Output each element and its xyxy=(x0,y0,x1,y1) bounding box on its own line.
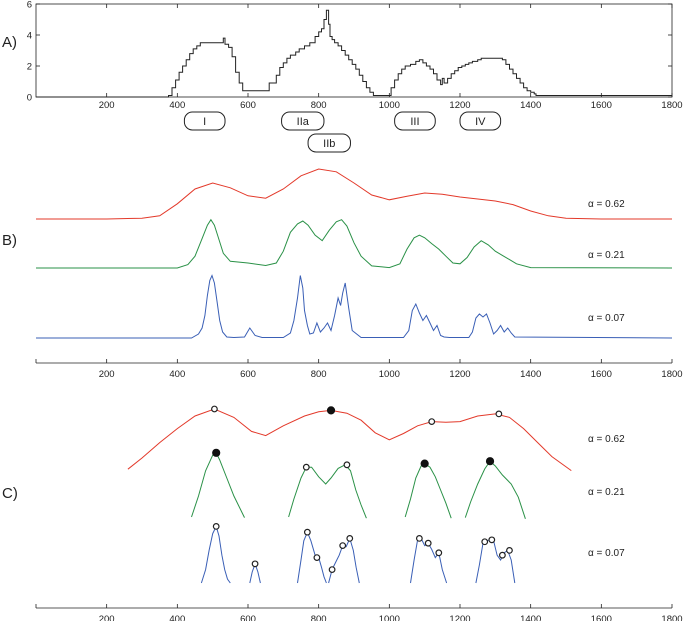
panel-c-series-label-1: α = 0.62 xyxy=(588,434,625,445)
panel-c-maximum-marker-open xyxy=(251,560,259,568)
panel-c-maximum-marker-open xyxy=(424,539,432,547)
region-i-label: I xyxy=(203,116,206,128)
panel-a-y-tick-label: 2 xyxy=(27,62,32,73)
panel-a-x-tick-label: 600 xyxy=(240,100,256,111)
region-iii-label: III xyxy=(410,116,419,128)
panel-c-maximum-marker-filled xyxy=(485,457,495,466)
panel-c-maximum-marker-open xyxy=(302,463,310,471)
panel-c-maximum-marker-open xyxy=(488,536,496,544)
panel-b: B) α = 0.62 α = 0.21 α = 0.07 200 400 600 800 10… xyxy=(2,168,683,380)
panel-c-maximum-marker-filled xyxy=(212,448,221,457)
panel-c-maximum-marker-open xyxy=(506,547,513,554)
panel-b-x-tick-label: 1200 xyxy=(449,369,470,380)
panel-b-x-tick-label: 1600 xyxy=(591,369,612,380)
panel-b-label: B) xyxy=(2,232,17,249)
panel-c-maximum-marker-open xyxy=(499,551,506,559)
panel-c-series-3-segment-1 xyxy=(200,525,231,584)
panel-c-maximum-marker-filled xyxy=(420,459,429,468)
panel-c-maximum-marker-open xyxy=(212,523,220,530)
panel-c-maximum-marker-open xyxy=(435,549,443,557)
panel-c-maximum-marker-open xyxy=(343,461,351,469)
panel-c-maximum-marker-open xyxy=(481,538,489,546)
panel-c-maximum-marker-open xyxy=(428,418,436,426)
region-iia-label: IIa xyxy=(297,116,310,128)
panel-c-x-tick-label: 1200 xyxy=(449,614,470,621)
panel-b-x-tick-label: 200 xyxy=(99,369,115,380)
panel-a-x-tick-label: 800 xyxy=(311,100,327,111)
panel-c-series-2-segment-1 xyxy=(191,452,245,518)
panel-c-maximum-marker-open xyxy=(303,528,311,536)
region-iv-pill xyxy=(459,111,502,131)
panel-c-x-tick-label: 800 xyxy=(311,614,327,621)
panel-c-x-tick-label: 1400 xyxy=(520,614,541,621)
panel-a-y-tick-label: 4 xyxy=(27,31,32,42)
panel-c-maximum-marker-filled xyxy=(326,406,336,415)
panel-c-maximum-marker-open xyxy=(328,566,336,573)
panel-c-series-2-segment-4 xyxy=(464,460,526,519)
panel-b-series-label-3: α = 0.07 xyxy=(588,313,625,324)
panel-c-series-label-3: α = 0.07 xyxy=(588,548,625,559)
panel-a-y-tick-label: 0 xyxy=(27,93,32,104)
panel-c-x-tick-label: 600 xyxy=(240,614,256,621)
panel-c-series-2-segment-2 xyxy=(288,464,367,519)
panel-b-x-tick-label: 1400 xyxy=(520,369,541,380)
panel-b-series-label-1: α = 0.62 xyxy=(588,199,625,210)
panel-b-x-tick-label: 800 xyxy=(311,369,327,380)
panel-a-x-tick-label: 1800 xyxy=(661,100,682,111)
panel-c-maximum-marker-open xyxy=(339,542,347,549)
panel-c-x-tick-label: 1800 xyxy=(661,614,682,621)
panel-b-series-label-2: α = 0.21 xyxy=(588,250,625,261)
panel-c-maximum-marker-open xyxy=(211,405,218,413)
panel-c-series-3-segment-6 xyxy=(475,539,516,584)
panel-a-x-tick-label: 1400 xyxy=(520,100,541,111)
region-iia-pill xyxy=(281,111,325,131)
panel-c-label: C) xyxy=(2,485,18,502)
panel-b-x-tick-label: 1800 xyxy=(661,369,682,380)
panel-b-x-tick-label: 1000 xyxy=(379,369,400,380)
panel-a-coverage-line xyxy=(36,9,673,98)
panel-a-x-tick-label: 1600 xyxy=(591,100,612,111)
panel-a-y-tick-label: 6 xyxy=(27,0,32,11)
panel-b-series-line-2 xyxy=(36,218,673,269)
panel-b-series-line-3 xyxy=(36,274,673,339)
panel-c-x-tick-label: 1600 xyxy=(591,614,612,621)
region-i-pill xyxy=(183,111,226,131)
panel-b-x-tick-label: 600 xyxy=(240,369,256,380)
panel-c-series-2-segment-3 xyxy=(404,462,452,519)
panel-c-maximum-marker-open xyxy=(495,410,503,418)
panel-c-series-label-2: α = 0.21 xyxy=(588,487,625,498)
region-iv-label: IV xyxy=(475,116,486,128)
panel-b-x-tick-label: 400 xyxy=(169,369,185,380)
region-iib-pill xyxy=(307,133,351,153)
region-iib-label: IIb xyxy=(323,138,335,150)
panel-c-x-tick-label: 400 xyxy=(169,614,185,621)
panel-c-maximum-marker-open xyxy=(346,535,354,542)
region-iii-pill xyxy=(394,111,436,131)
panel-a-x-tick-label: 200 xyxy=(99,100,115,111)
panel-c: C) α = 0.62 α = 0.21 α = 0.07 200 400 600 800 10… xyxy=(2,405,683,621)
panel-c-x-tick-label: 1000 xyxy=(379,614,400,621)
panel-b-series-line-1 xyxy=(36,168,672,220)
panel-a-x-tick-label: 1000 xyxy=(379,100,400,111)
panel-c-maximum-marker-open xyxy=(313,554,321,561)
panel-a-label: A) xyxy=(2,34,17,51)
panel-c-series-1-segment-1 xyxy=(127,408,572,472)
panel-c-x-tick-label: 200 xyxy=(99,614,115,621)
panel-a-x-tick-label: 1200 xyxy=(449,100,470,111)
panel-c-maximum-marker-open xyxy=(415,535,423,542)
panel-c-series-3-segment-3 xyxy=(297,530,327,584)
panel-a-x-tick-label: 400 xyxy=(169,100,185,111)
panel-a-frame xyxy=(35,3,673,98)
